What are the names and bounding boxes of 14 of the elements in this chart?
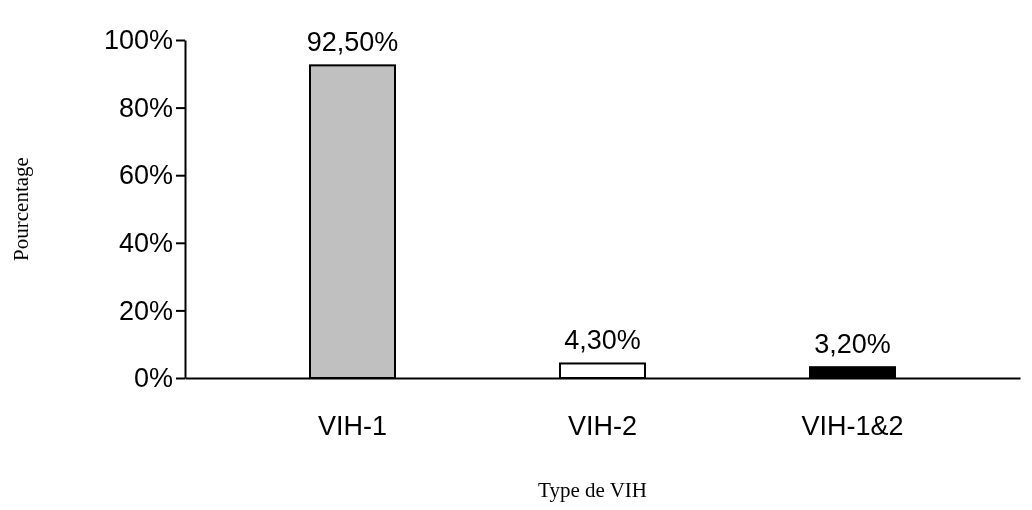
y-tick-label: 0% — [133, 363, 173, 394]
y-tick-label: 20% — [118, 295, 173, 326]
y-tick-label: 60% — [118, 160, 173, 191]
y-axis-title: Pourcentage — [9, 157, 33, 261]
x-tick-label: VIH-2 — [567, 411, 638, 442]
y-tick-label: 100% — [103, 25, 173, 56]
x-tick-label: VIH-1 — [317, 411, 388, 442]
data-label: 4,30% — [564, 325, 641, 356]
y-tick-label: 80% — [118, 92, 173, 123]
data-label: 92,50% — [306, 27, 399, 58]
x-axis-title: Type de VIH — [538, 478, 647, 502]
y-tick-label: 40% — [118, 227, 173, 258]
data-label: 3,20% — [814, 329, 891, 360]
x-tick-label: VIH-1&2 — [801, 411, 904, 442]
